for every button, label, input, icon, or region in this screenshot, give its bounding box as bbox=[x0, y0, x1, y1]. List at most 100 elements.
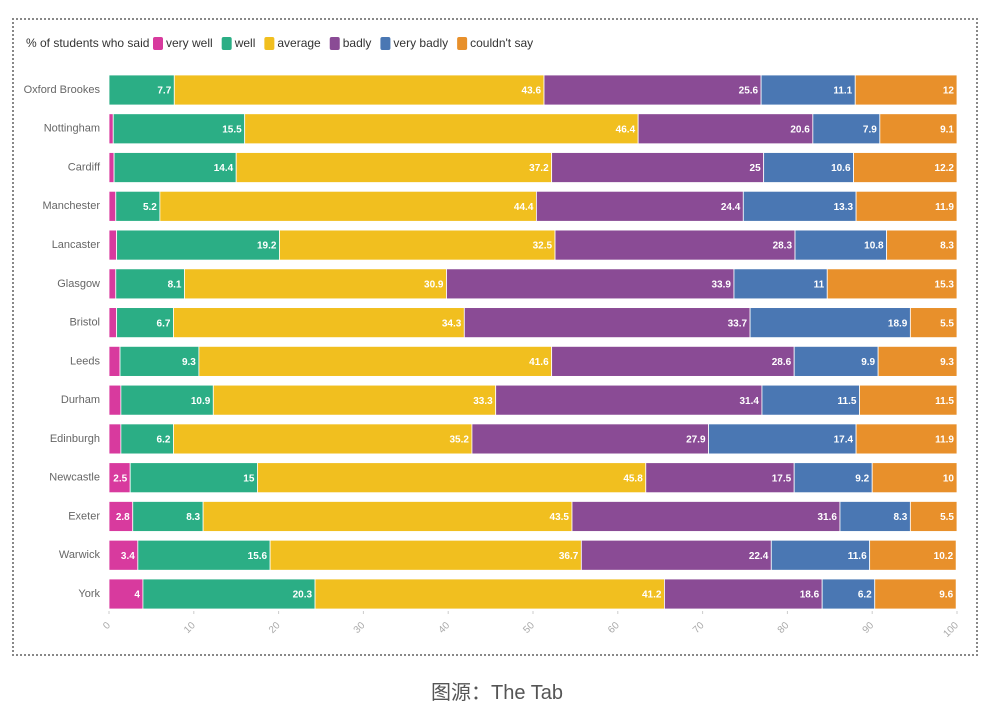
bar-segment bbox=[159, 190, 537, 222]
bar-segment bbox=[543, 74, 762, 106]
data-label: 10.2 bbox=[934, 551, 954, 562]
data-label: 46.4 bbox=[616, 124, 636, 135]
data-label: 32.5 bbox=[533, 241, 553, 252]
data-label: 15 bbox=[243, 473, 255, 484]
bar-segment bbox=[839, 501, 911, 532]
y-tick-label: Lancaster bbox=[52, 239, 101, 251]
bar-segment bbox=[113, 152, 237, 183]
bar-segment bbox=[645, 462, 795, 494]
data-label: 8.1 bbox=[168, 279, 182, 290]
bar-segment bbox=[495, 384, 763, 416]
bar-segment bbox=[708, 423, 857, 455]
y-tick-label: Bristol bbox=[69, 317, 100, 329]
data-label: 33.3 bbox=[473, 396, 493, 407]
bar-segment bbox=[116, 307, 174, 339]
data-label: 10.9 bbox=[191, 396, 211, 407]
bar-segment bbox=[794, 229, 888, 261]
y-tick-label: Warwick bbox=[59, 549, 101, 561]
data-label: 25 bbox=[750, 163, 762, 174]
bar-segment bbox=[129, 462, 258, 494]
data-label: 15.5 bbox=[222, 124, 242, 135]
data-label: 9.2 bbox=[855, 473, 869, 484]
data-label: 8.3 bbox=[940, 241, 954, 252]
bar-segment bbox=[108, 268, 117, 300]
x-tick-label: 20 bbox=[267, 620, 283, 636]
legend-label: very badly bbox=[393, 36, 448, 50]
bar-segment bbox=[463, 307, 751, 339]
x-tick-label: 100 bbox=[941, 620, 961, 640]
bar-segment bbox=[235, 152, 553, 183]
data-label: 17.5 bbox=[772, 473, 792, 484]
data-label: 9.9 bbox=[861, 357, 875, 368]
data-label: 35.2 bbox=[449, 435, 469, 446]
bar-segment bbox=[877, 345, 958, 377]
data-label: 22.4 bbox=[749, 551, 769, 562]
data-label: 2.8 bbox=[116, 512, 130, 523]
data-label: 28.3 bbox=[773, 241, 793, 252]
data-label: 37.2 bbox=[529, 163, 549, 174]
bar-segment bbox=[279, 229, 556, 261]
data-label: 11 bbox=[814, 279, 825, 290]
legend-label: badly bbox=[343, 36, 372, 50]
data-label: 28.6 bbox=[772, 357, 792, 368]
legend-swatch bbox=[264, 37, 275, 50]
y-tick-label: Oxford Brookes bbox=[24, 84, 101, 96]
data-label: 10.8 bbox=[864, 241, 884, 252]
data-label: 9.6 bbox=[939, 590, 953, 601]
bar-segment bbox=[115, 268, 185, 300]
data-label: 12.2 bbox=[935, 163, 955, 174]
bar-segment bbox=[314, 578, 665, 610]
data-label: 18.9 bbox=[888, 318, 908, 329]
legend-swatch bbox=[457, 37, 468, 50]
data-label: 19.2 bbox=[257, 241, 277, 252]
bar-segment bbox=[244, 113, 639, 145]
y-tick-label: Nottingham bbox=[44, 123, 100, 135]
bar-segment bbox=[664, 578, 823, 610]
legend-swatch bbox=[221, 37, 232, 50]
bar-segment bbox=[202, 501, 573, 532]
data-label: 30.9 bbox=[424, 279, 444, 290]
legend-swatch bbox=[380, 37, 391, 50]
bar-segment bbox=[551, 152, 765, 183]
y-tick-label: Edinburgh bbox=[50, 433, 100, 445]
data-label: 41.2 bbox=[642, 590, 662, 601]
data-label: 10.6 bbox=[831, 163, 851, 174]
data-label: 13.3 bbox=[834, 202, 854, 213]
bar-segment bbox=[269, 539, 582, 571]
bar-segment bbox=[763, 152, 854, 183]
data-label: 11.5 bbox=[935, 396, 954, 407]
bar-segment bbox=[749, 307, 911, 339]
x-tick-label: 40 bbox=[437, 620, 453, 636]
y-tick-label: Newcastle bbox=[49, 472, 100, 484]
x-tick-label: 30 bbox=[352, 620, 368, 636]
bar-segment bbox=[446, 268, 735, 300]
data-label: 7.9 bbox=[863, 124, 877, 135]
bar-segment bbox=[859, 384, 958, 416]
data-label: 27.9 bbox=[686, 435, 706, 446]
data-label: 36.7 bbox=[559, 551, 579, 562]
bar-segment bbox=[793, 462, 873, 494]
data-label: 5.5 bbox=[940, 318, 954, 329]
data-label: 44.4 bbox=[514, 202, 534, 213]
bar-segment bbox=[554, 229, 796, 261]
legend-label: couldn't say bbox=[470, 36, 533, 50]
data-label: 31.4 bbox=[739, 396, 759, 407]
bar-segment bbox=[871, 462, 958, 494]
bar-segment bbox=[108, 190, 117, 222]
bar-segment bbox=[120, 423, 174, 455]
x-tick-label: 50 bbox=[521, 620, 537, 636]
legend-label: well bbox=[234, 36, 256, 50]
bar-segment bbox=[535, 190, 744, 222]
data-label: 11.9 bbox=[935, 202, 954, 213]
y-tick-label: Manchester bbox=[43, 200, 101, 212]
data-label: 11.6 bbox=[848, 551, 867, 562]
bar-segment bbox=[742, 190, 857, 222]
data-label: 6.7 bbox=[157, 318, 171, 329]
bar-segment bbox=[879, 113, 958, 145]
bar-segment bbox=[733, 268, 828, 300]
bar-segment bbox=[108, 384, 122, 416]
data-label: 33.7 bbox=[728, 318, 748, 329]
bar-segment bbox=[471, 423, 709, 455]
legend-title: % of students who said bbox=[26, 36, 149, 50]
data-label: 3.4 bbox=[121, 551, 135, 562]
